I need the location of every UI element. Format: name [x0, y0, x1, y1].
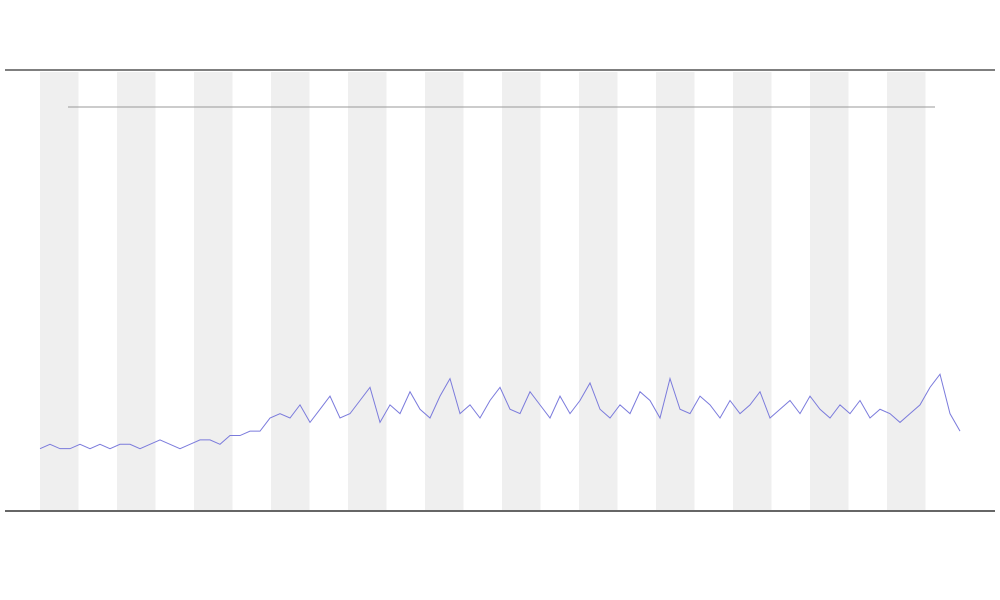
background-bands: [40, 72, 926, 510]
band: [271, 72, 310, 510]
band: [348, 72, 387, 510]
band: [810, 72, 849, 510]
data-line: [39, 373, 961, 450]
band: [656, 72, 695, 510]
band: [425, 72, 464, 510]
band: [194, 72, 233, 510]
band: [502, 72, 541, 510]
band: [40, 72, 79, 510]
band: [733, 72, 772, 510]
band: [579, 72, 618, 510]
band: [887, 72, 926, 510]
band: [117, 72, 156, 510]
